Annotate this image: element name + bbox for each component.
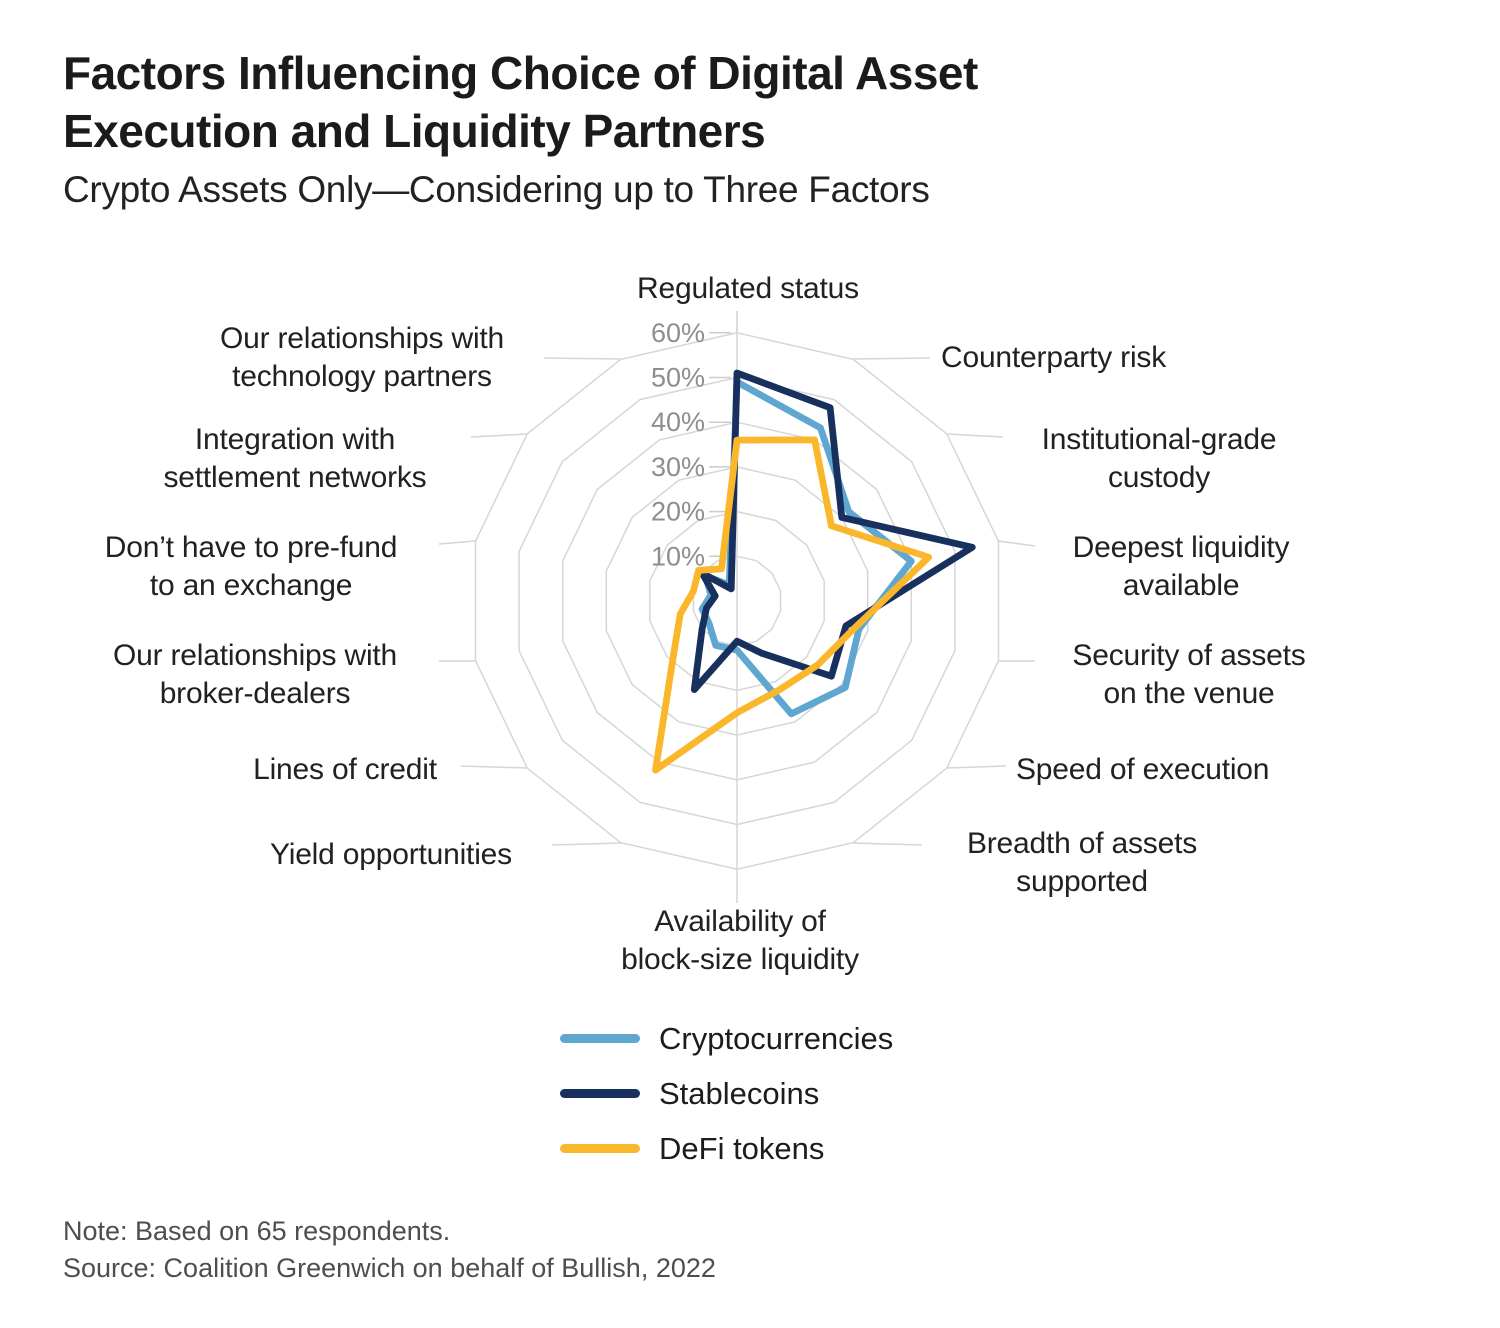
axis-connector-5 [946,765,1007,769]
axis-connector-13 [543,357,622,360]
axis-label-13-line-1: technology partners [232,360,492,393]
legend-swatch [560,1034,640,1043]
axis-label-2-line-0: Institutional-grade [1042,423,1277,456]
axis-label-3-line-1: available [1123,569,1240,602]
scale-ticks: 10% 20% 30% 40% 50% 60% [651,318,731,571]
axis-label-3-line-0: Deepest liquidity [1073,531,1290,564]
legend-item-defi-tokens: DeFi tokens [560,1121,893,1176]
axis-label-12-line-1: settlement networks [164,461,427,494]
series-polygon-defi-tokens [652,436,933,774]
tick-label-30%: 30% [651,452,705,482]
title-line-2: Execution and Liquidity Partners [63,105,766,157]
legend-label: DeFi tokens [659,1130,825,1166]
tick-label-60%: 60% [651,318,705,348]
page-title: Factors Influencing Choice of Digital As… [63,44,978,160]
tick-label-10%: 10% [651,541,705,571]
axis-label-5-line-0: Speed of execution [1016,753,1269,786]
axis-label-6-line-0: Breadth of assets [967,827,1197,860]
axis-label-8-line-0: Yield opportunities [270,838,512,871]
grid [438,311,1036,903]
axis-label-7-line-0: Availability of [654,905,826,938]
axis-connector-11 [438,540,477,545]
series-polygon-stablecoins [690,369,976,693]
axis-label-10-line-0: Our relationships with [113,639,397,672]
axis-label-4-line-1: on the venue [1103,677,1274,710]
axis-connector-12 [470,433,528,438]
axis-label-7-line-1: block-size liquidity [621,943,859,976]
legend-item-stablecoins: Stablecoins [560,1066,893,1121]
axis-label-11-line-0: Don’t have to pre-fund [105,531,397,564]
axis-label-4-line-0: Security of assets [1072,639,1305,672]
axis-labels: Regulated status Counterparty risk Institu… [105,272,1306,976]
axis-connector-9 [460,765,528,769]
axis-label-11-line-1: to an exchange [150,569,352,602]
axis-label-1-line-0: Counterparty risk [941,341,1167,374]
source-text: Source: Coalition Greenwich on behalf of… [63,1253,716,1283]
axis-label-13-line-0: Our relationships with [220,322,504,355]
legend-label: Stablecoins [659,1075,820,1111]
chart-footer: Note: Based on 65 respondents. Source: C… [63,1213,716,1287]
axis-label-12-line-0: Integration with [195,423,395,456]
legend-swatch [560,1089,640,1098]
grid-ring-40 [561,421,913,781]
axis-connector-1 [852,357,931,360]
chart-legend: Cryptocurrencies Stablecoins DeFi tokens [560,1011,893,1176]
axis-connector-3 [997,540,1036,547]
chart-subtitle: Crypto Assets Only—Considering up to Thr… [63,169,930,210]
axis-label-2-line-1: custody [1108,461,1210,494]
axis-label-6-line-1: supported [1016,865,1148,898]
tick-label-20%: 20% [651,497,705,527]
axis-label-9-line-0: Lines of credit [253,753,438,786]
grid-ring-50 [518,376,956,826]
legend-swatch [560,1144,640,1153]
series-polygons [652,369,976,774]
tick-label-40%: 40% [651,407,705,437]
grid-ring-20 [649,510,825,692]
axis-connector-6 [852,842,923,846]
tick-label-50%: 50% [651,363,705,393]
legend-item-cryptocurrencies: Cryptocurrencies [560,1011,893,1066]
title-line-1: Factors Influencing Choice of Digital As… [63,47,978,99]
axis-connector-8 [551,842,622,846]
axis-label-0-line-0: Regulated status [637,272,859,305]
legend-label: Cryptocurrencies [659,1020,894,1056]
axis-connector-2 [946,433,1004,438]
chart-header: Factors Influencing Choice of Digital As… [63,44,978,211]
note-text: Note: Based on 65 respondents. [63,1216,451,1246]
axis-label-10-line-1: broker-dealers [160,677,351,710]
